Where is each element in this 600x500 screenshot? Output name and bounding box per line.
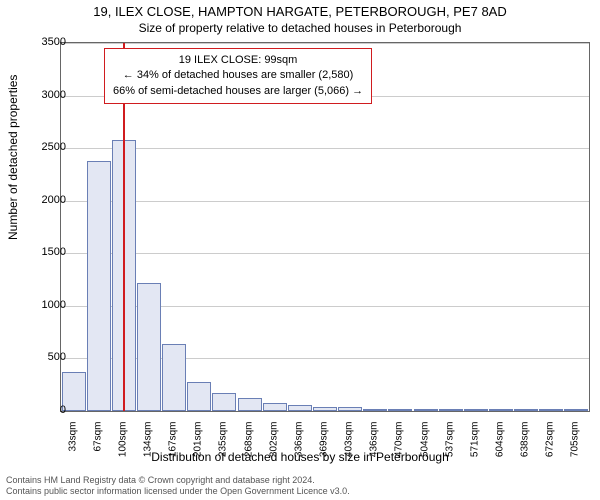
bar: [338, 407, 362, 411]
grid-line: [61, 253, 589, 254]
footer-line1: Contains HM Land Registry data © Crown c…: [6, 475, 350, 487]
info-line3: 66% of semi-detached houses are larger (…: [113, 84, 363, 99]
y-tick-label: 1500: [26, 246, 66, 258]
y-tick-label: 2500: [26, 141, 66, 153]
chart-subtitle: Size of property relative to detached ho…: [0, 21, 600, 35]
y-tick-label: 2000: [26, 194, 66, 206]
y-tick-label: 0: [26, 404, 66, 416]
y-tick-label: 500: [26, 351, 66, 363]
bar: [212, 393, 236, 411]
bar: [87, 161, 111, 411]
bar: [414, 409, 438, 411]
info-box: 19 ILEX CLOSE: 99sqm← 34% of detached ho…: [104, 48, 372, 104]
bar: [363, 409, 387, 411]
bar: [162, 344, 186, 411]
footer-text: Contains HM Land Registry data © Crown c…: [6, 475, 350, 498]
bar: [388, 409, 412, 411]
bar: [489, 409, 513, 411]
bar: [564, 409, 588, 411]
grid-line: [61, 43, 589, 44]
info-line2: ← 34% of detached houses are smaller (2,…: [113, 68, 363, 83]
y-axis-label: Number of detached properties: [6, 75, 20, 240]
grid-line: [61, 201, 589, 202]
bar: [439, 409, 463, 411]
info-line1: 19 ILEX CLOSE: 99sqm: [113, 53, 363, 68]
bar: [263, 403, 287, 411]
bar: [187, 382, 211, 411]
y-tick-label: 3000: [26, 89, 66, 101]
bar: [313, 407, 337, 411]
footer-line2: Contains public sector information licen…: [6, 486, 350, 498]
y-tick-label: 1000: [26, 299, 66, 311]
grid-line: [61, 148, 589, 149]
chart-title: 19, ILEX CLOSE, HAMPTON HARGATE, PETERBO…: [0, 4, 600, 19]
bar: [238, 398, 262, 411]
bar: [288, 405, 312, 411]
x-axis-label: Distribution of detached houses by size …: [0, 450, 600, 464]
bar: [514, 409, 538, 411]
bar: [137, 283, 161, 411]
bar: [539, 409, 563, 411]
y-tick-label: 3500: [26, 36, 66, 48]
bar: [464, 409, 488, 411]
